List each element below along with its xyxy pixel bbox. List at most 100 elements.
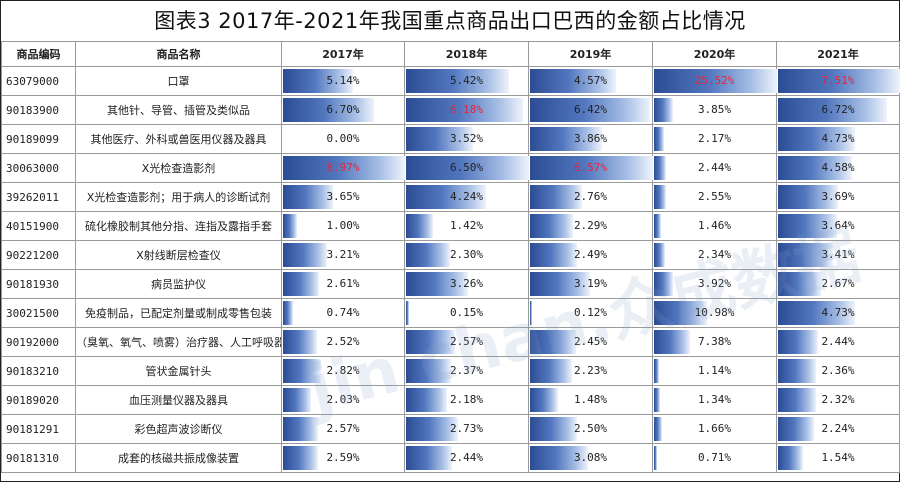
data-bar	[530, 359, 572, 383]
product-code: 90183210	[1, 356, 76, 386]
data-label: 1.14%	[697, 364, 732, 377]
data-bar	[654, 69, 777, 93]
table-row: 30021500 免疫制品，已配定剂量或制成零售包装 0.74% 0.15% 0.12%…	[1, 298, 900, 328]
data-label: 0.12%	[573, 306, 608, 319]
data-label: 0.74%	[326, 306, 360, 319]
data-label: 3.26%	[449, 277, 484, 290]
value-cell-2021: 6.72%	[776, 95, 900, 125]
data-label: 2.73%	[449, 422, 484, 435]
data-bar	[778, 185, 838, 209]
value-cell-2021: 4.58%	[776, 153, 900, 183]
data-bar	[283, 69, 353, 93]
product-name: 免疫制品，已配定剂量或制成零售包装	[75, 298, 282, 328]
data-bar	[283, 359, 322, 383]
value-cell-2021: 2.67%	[776, 269, 900, 299]
value-cell-2021: 2.32%	[776, 385, 900, 415]
value-cell-2020: 3.92%	[652, 269, 777, 299]
data-label: 0.00%	[326, 132, 360, 145]
data-bar	[778, 330, 818, 354]
product-name: 血压测量仪器及器具	[75, 385, 282, 415]
data-bar	[283, 330, 318, 354]
data-bar	[283, 446, 319, 470]
value-cell-2017: 0.00%	[281, 124, 405, 154]
chart-title: 图表3 2017年-2021年我国重点商品出口巴西的金额占比情况	[154, 9, 746, 33]
data-bar	[283, 214, 297, 238]
header-row: 商品编码 商品名称 2017年 2018年 2019年 2020年 2021年	[1, 41, 900, 67]
data-bar	[406, 301, 409, 325]
data-bar	[283, 301, 294, 325]
product-code: 90221200	[1, 240, 76, 270]
data-bar	[406, 388, 448, 412]
data-label: 4.24%	[449, 190, 484, 203]
data-label: 2.61%	[326, 277, 360, 290]
data-bar	[778, 69, 900, 93]
value-cell-2018: 2.44%	[404, 443, 529, 473]
data-bar	[778, 359, 817, 383]
data-label: 2.45%	[573, 335, 608, 348]
data-bar	[654, 185, 667, 209]
product-code: 90192000	[1, 327, 76, 357]
product-code: 90189020	[1, 385, 76, 415]
product-code: 90181310	[1, 443, 76, 473]
product-name: 成套的核磁共振成像装置	[75, 443, 282, 473]
data-bar	[406, 359, 451, 383]
table-row: 90181310 成套的核磁共振成像装置 2.59% 2.44% 3.08% 0.71% 1…	[1, 443, 900, 473]
header-year-2020: 2020年	[652, 41, 777, 67]
data-label: 2.30%	[449, 248, 484, 261]
data-label: 7.51%	[821, 74, 855, 87]
product-name: 其他医疗、外科或兽医用仪器及器具	[75, 124, 282, 154]
data-label: 10.98%	[694, 306, 735, 319]
value-cell-2018: 5.42%	[404, 66, 529, 96]
data-bar	[654, 417, 662, 441]
data-bar	[654, 127, 665, 151]
value-cell-2018: 6.18%	[404, 95, 529, 125]
table-row: 63079000 口罩 5.14% 5.42% 4.57% 25.52% 7.51%	[1, 66, 900, 96]
data-bar	[283, 388, 311, 412]
value-cell-2021: 2.24%	[776, 414, 900, 444]
data-label: 6.70%	[326, 103, 360, 116]
data-label: 8.97%	[326, 161, 360, 174]
product-code: 63079000	[1, 66, 76, 96]
data-label: 3.92%	[697, 277, 732, 290]
data-label: 3.21%	[326, 248, 360, 261]
value-cell-2021: 4.73%	[776, 124, 900, 154]
product-name: X光检查造影剂；用于病人的诊断试剂	[75, 182, 282, 212]
value-cell-2021: 3.69%	[776, 182, 900, 212]
product-name: X光检查造影剂	[75, 153, 282, 183]
data-label: 1.46%	[697, 219, 732, 232]
value-cell-2017: 2.52%	[281, 327, 405, 357]
data-label: 3.85%	[697, 103, 732, 116]
data-label: 6.72%	[821, 103, 855, 116]
value-cell-2017: 2.59%	[281, 443, 405, 473]
data-label: 2.17%	[697, 132, 732, 145]
value-cell-2018: 2.37%	[404, 356, 529, 386]
product-code: 90181291	[1, 414, 76, 444]
product-name: X射线断层检查仪	[75, 240, 282, 270]
data-bar	[654, 446, 658, 470]
data-bar	[654, 388, 661, 412]
data-bar	[654, 272, 673, 296]
value-cell-2021: 3.41%	[776, 240, 900, 270]
data-label: 0.71%	[697, 451, 732, 464]
data-label: 4.73%	[821, 132, 855, 145]
header-year-2017: 2017年	[281, 41, 405, 67]
data-bar	[778, 446, 804, 470]
data-label: 3.69%	[821, 190, 855, 203]
data-label: 2.34%	[697, 248, 732, 261]
data-label: 6.57%	[573, 161, 608, 174]
data-bar	[406, 243, 450, 267]
data-label: 2.29%	[573, 219, 608, 232]
data-label: 3.52%	[449, 132, 484, 145]
data-label: 3.65%	[326, 190, 360, 203]
data-bar	[406, 272, 468, 296]
value-cell-2021: 1.54%	[776, 443, 900, 473]
data-label: 1.34%	[697, 393, 732, 406]
value-cell-2020: 1.14%	[652, 356, 777, 386]
data-label: 2.44%	[697, 161, 732, 174]
value-cell-2017: 3.65%	[281, 182, 405, 212]
data-label: 2.44%	[821, 335, 855, 348]
data-bar	[530, 330, 576, 354]
value-cell-2020: 1.66%	[652, 414, 777, 444]
product-code: 40151900	[1, 211, 76, 241]
data-label: 2.82%	[326, 364, 360, 377]
